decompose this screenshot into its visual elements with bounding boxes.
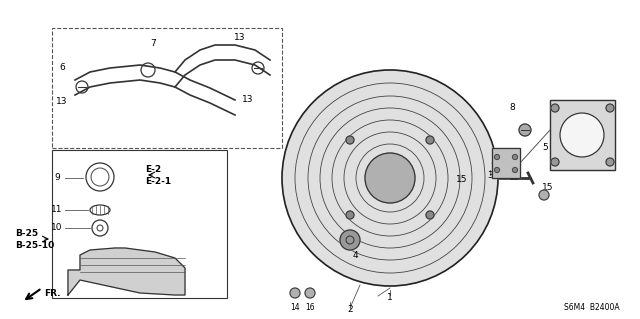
- Text: 15: 15: [456, 175, 468, 184]
- Circle shape: [539, 190, 549, 200]
- Text: 13: 13: [243, 95, 253, 105]
- Bar: [550, 100, 615, 170]
- Text: 11: 11: [51, 205, 63, 214]
- Circle shape: [560, 113, 604, 157]
- Bar: [492, 148, 520, 178]
- Text: 16: 16: [305, 302, 315, 311]
- Circle shape: [426, 211, 434, 219]
- Circle shape: [551, 158, 559, 166]
- Circle shape: [426, 136, 434, 144]
- Text: 5: 5: [542, 144, 548, 152]
- Text: B-25: B-25: [15, 228, 38, 238]
- Text: 6: 6: [59, 63, 65, 72]
- Text: 3: 3: [487, 170, 493, 180]
- Text: 1: 1: [387, 293, 393, 302]
- Text: FR.: FR.: [44, 290, 61, 299]
- Circle shape: [365, 153, 415, 203]
- Circle shape: [290, 288, 300, 298]
- Circle shape: [606, 104, 614, 112]
- Text: S6M4  B2400A: S6M4 B2400A: [564, 303, 620, 313]
- Text: 14: 14: [290, 302, 300, 311]
- Circle shape: [606, 158, 614, 166]
- Circle shape: [513, 167, 518, 173]
- Circle shape: [346, 211, 354, 219]
- Circle shape: [346, 136, 354, 144]
- Text: 2: 2: [347, 306, 353, 315]
- Text: 9: 9: [54, 174, 60, 182]
- Text: 7: 7: [150, 39, 156, 48]
- Text: 8: 8: [509, 102, 515, 112]
- Text: 10: 10: [51, 224, 63, 233]
- Circle shape: [519, 124, 531, 136]
- Circle shape: [513, 154, 518, 160]
- Circle shape: [551, 104, 559, 112]
- Text: B-25-10: B-25-10: [15, 241, 54, 249]
- Text: 13: 13: [234, 33, 246, 42]
- Circle shape: [282, 70, 498, 286]
- Text: 12: 12: [509, 174, 521, 182]
- Text: 4: 4: [352, 250, 358, 259]
- Text: 15: 15: [542, 183, 554, 192]
- Circle shape: [340, 230, 360, 250]
- Polygon shape: [68, 248, 185, 295]
- Text: E-2-1: E-2-1: [145, 177, 171, 187]
- Bar: [550, 100, 615, 170]
- Circle shape: [305, 288, 315, 298]
- Circle shape: [495, 167, 499, 173]
- Circle shape: [495, 154, 499, 160]
- Text: 13: 13: [56, 98, 68, 107]
- Bar: [492, 148, 520, 178]
- Text: E-2: E-2: [145, 166, 161, 174]
